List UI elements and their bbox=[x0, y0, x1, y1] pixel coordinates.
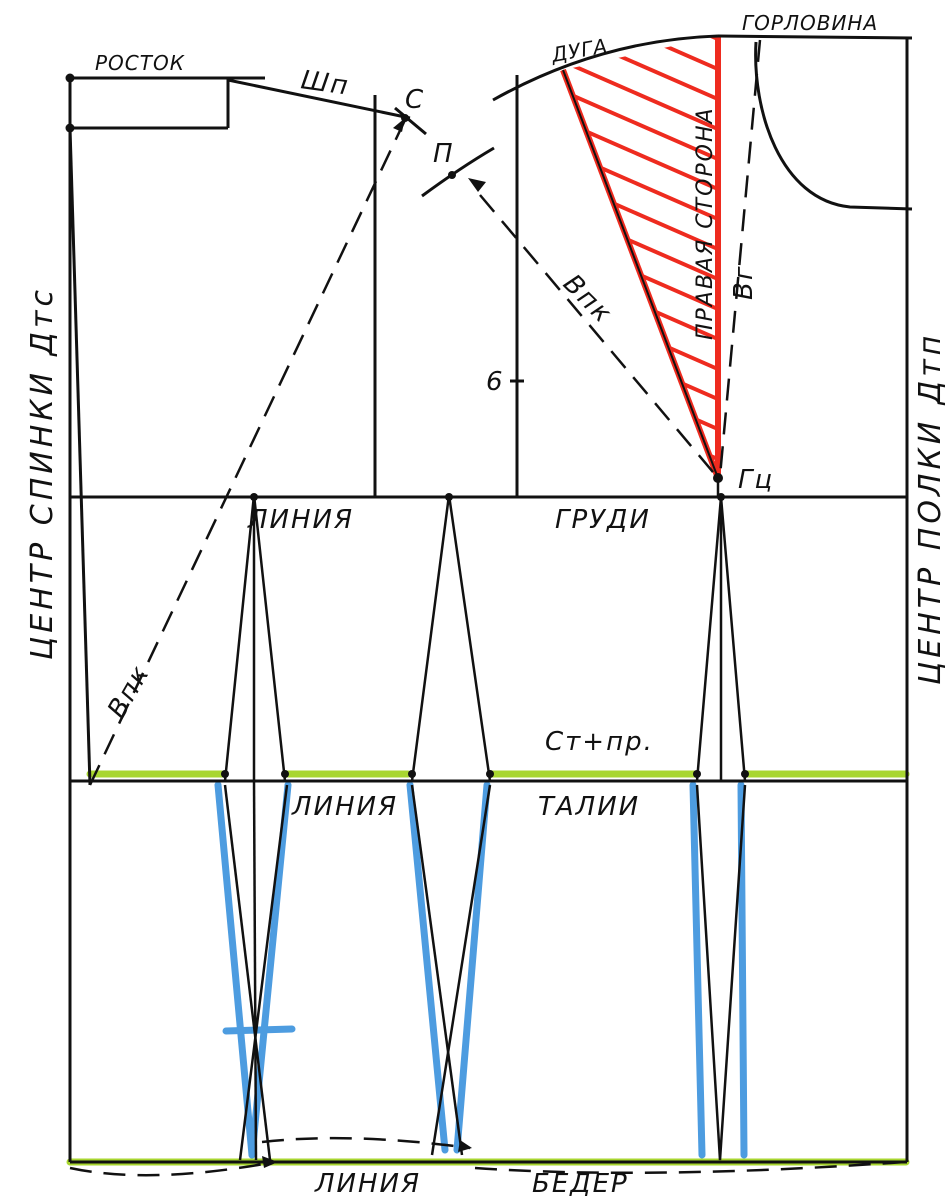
label-line-hip: ЛИНИЯ bbox=[314, 1169, 421, 1196]
label-vpk-front: Впк bbox=[557, 269, 618, 330]
label-gorlovina: ГОРЛОВИНА bbox=[742, 11, 878, 35]
label-shp: Шп bbox=[299, 65, 352, 102]
label-center-front: ЦЕНТР ПОЛКИ Дтп bbox=[913, 332, 948, 685]
label-vpk: Впк bbox=[102, 660, 156, 724]
label-vg: Вг bbox=[729, 265, 759, 301]
label-pravaya-storona: ПРАВАЯ СТОРОНА bbox=[693, 106, 718, 340]
label-gc: Гц bbox=[738, 465, 774, 495]
label-center-back: ЦЕНТР СПИНКИ Дтс bbox=[25, 286, 60, 660]
label-waist: ТАЛИИ bbox=[538, 792, 640, 822]
label-line-chest: ЛИНИЯ bbox=[247, 505, 354, 535]
arrow-heads bbox=[262, 118, 486, 1168]
label-rostok: РОСТОК bbox=[95, 51, 185, 75]
hip-darts bbox=[223, 780, 747, 1161]
label-hip: БЕДЕР bbox=[532, 1169, 629, 1196]
label-point-p: П bbox=[433, 139, 455, 169]
label-st-pr: Ст+пр. bbox=[545, 727, 654, 757]
label-point-c: С bbox=[405, 85, 425, 115]
label-six: 6 bbox=[486, 367, 505, 397]
label-line-waist: ЛИНИЯ bbox=[291, 792, 398, 822]
frame-lines bbox=[68, 34, 913, 1164]
dashed-lines bbox=[69, 39, 906, 1177]
points bbox=[65, 73, 749, 778]
label-chest: ГРУДИ bbox=[555, 505, 651, 535]
